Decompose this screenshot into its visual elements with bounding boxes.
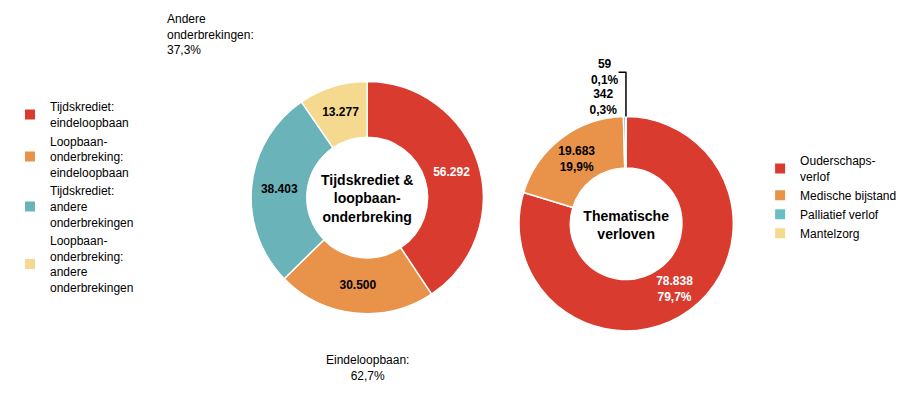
svg-text:19.68319,9%: 19.68319,9%	[558, 144, 595, 174]
svg-text:13.277: 13.277	[322, 105, 359, 119]
svg-text:Loopbaan-onderbreking:andereon: Loopbaan-onderbreking:andereonderbreking…	[50, 234, 133, 295]
svg-text:78.83879,7%: 78.83879,7%	[656, 274, 693, 304]
svg-text:Thematischeverloven: Thematischeverloven	[583, 208, 669, 242]
svg-text:Loopbaan-onderbreking:eindeloo: Loopbaan-onderbreking:eindeloopbaan	[50, 135, 129, 180]
svg-text:Medische bijstand: Medische bijstand	[800, 189, 896, 203]
svg-text:Tijdskrediet &loopbaan-onderbr: Tijdskrediet &loopbaan-onderbreking	[321, 172, 413, 224]
svg-text:30.500: 30.500	[339, 278, 376, 292]
svg-text:3420,3%: 3420,3%	[590, 87, 618, 117]
svg-text:Palliatief verlof: Palliatief verlof	[800, 208, 879, 222]
svg-text:Ouderschaps-verlof: Ouderschaps-verlof	[800, 154, 875, 184]
svg-text:Tijdskrediet:eindeloopbaan: Tijdskrediet:eindeloopbaan	[50, 100, 129, 130]
svg-text:590,1%: 590,1%	[591, 57, 619, 87]
svg-text:Tijdskrediet:andereonderbrekin: Tijdskrediet:andereonderbrekingen	[50, 184, 133, 229]
svg-text:Mantelzorg: Mantelzorg	[800, 227, 859, 241]
svg-text:Andereonderbrekingen:37,3%: Andereonderbrekingen:37,3%	[167, 12, 254, 57]
svg-text:56.292: 56.292	[433, 165, 470, 179]
svg-text:Eindeloopbaan:62,7%: Eindeloopbaan:62,7%	[326, 353, 409, 383]
svg-text:38.403: 38.403	[261, 182, 298, 196]
